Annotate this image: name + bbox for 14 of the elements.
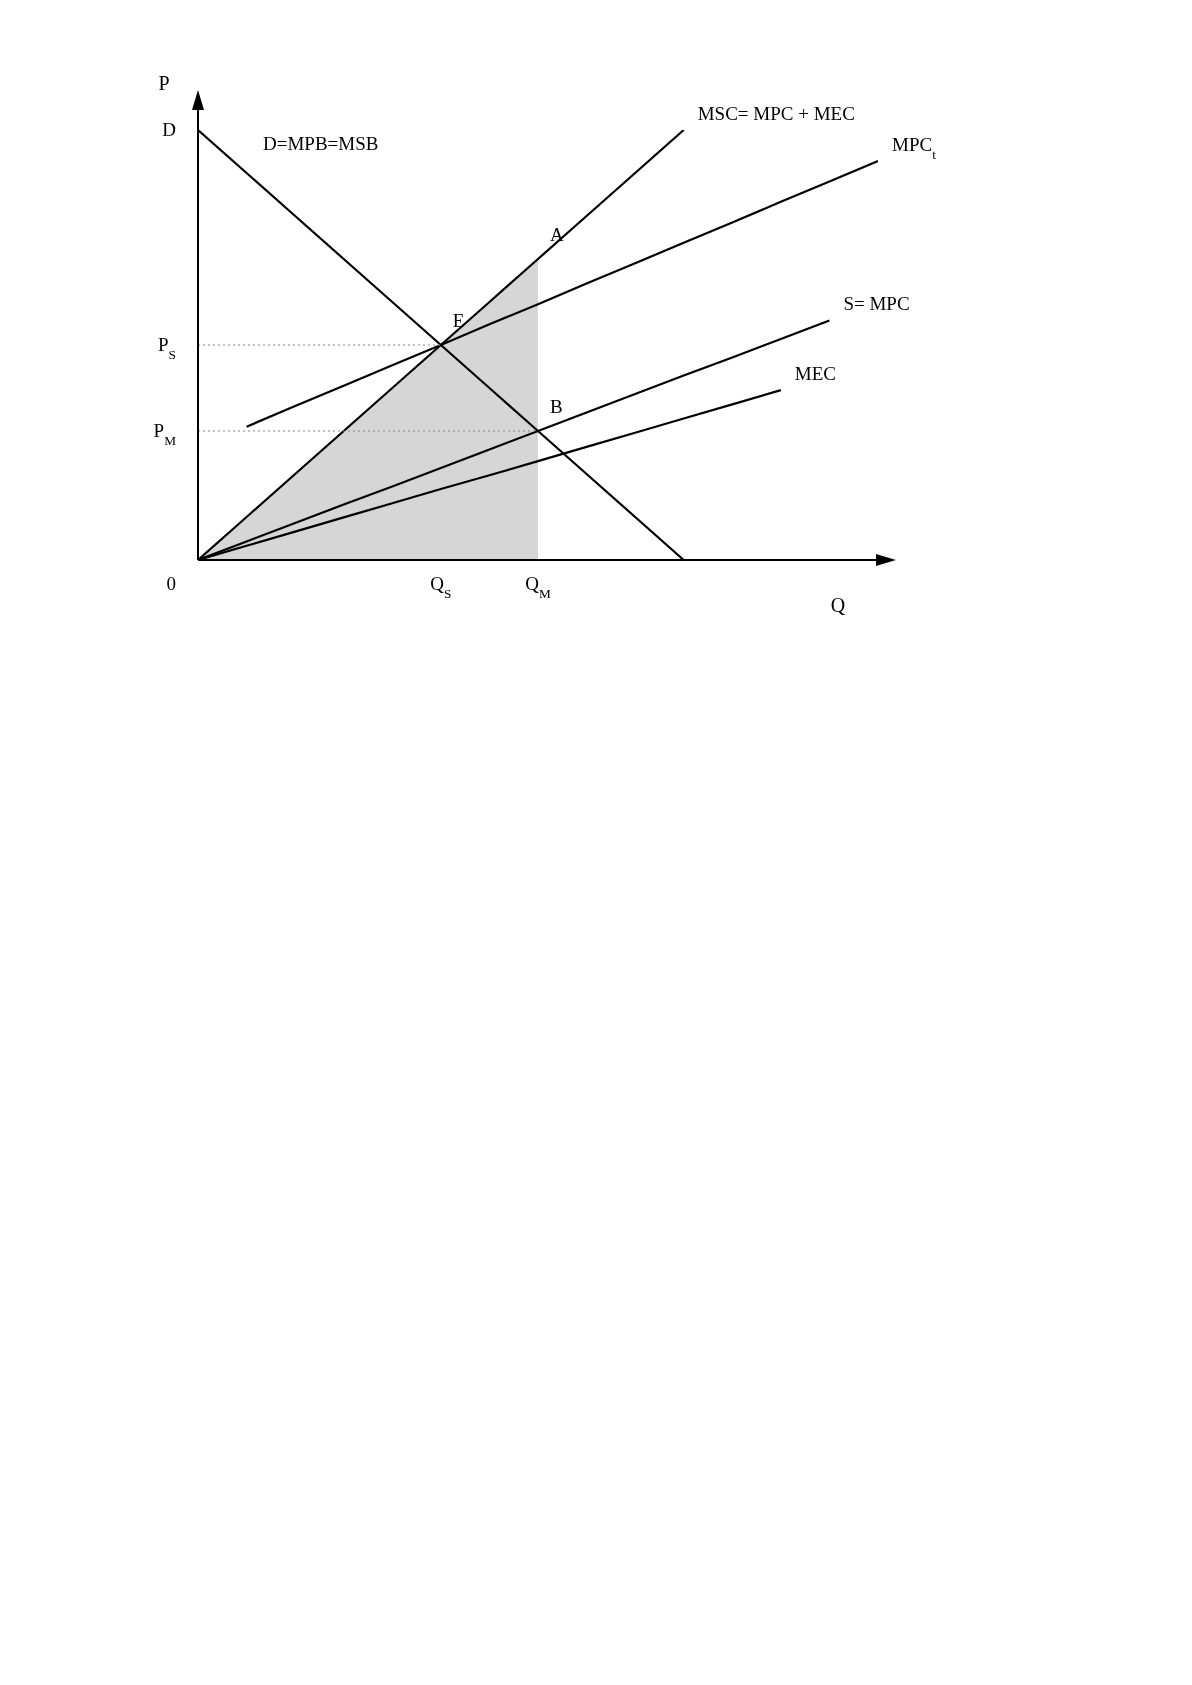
text: D — [162, 119, 176, 140]
text: 0 — [166, 573, 176, 594]
series-label: S= MPC — [843, 293, 910, 315]
annotation: B — [550, 396, 563, 417]
series-label: P$_{S}$ — [158, 334, 176, 362]
x-axis-title: Q — [830, 594, 846, 616]
x-tick-label: Q$_{S}$ — [430, 573, 452, 601]
series-label: D=MPB=MSB — [263, 133, 379, 154]
series-label: MEC — [794, 363, 837, 385]
x-tick-label: Q$_{M}$ — [525, 573, 551, 601]
y-axis-title: P — [158, 72, 170, 94]
series-label: MSC= MPC + MEC — [697, 103, 855, 124]
series-label: P$_{M}$ — [153, 420, 177, 448]
series-label: MPC$_{t}$ — [892, 133, 937, 162]
